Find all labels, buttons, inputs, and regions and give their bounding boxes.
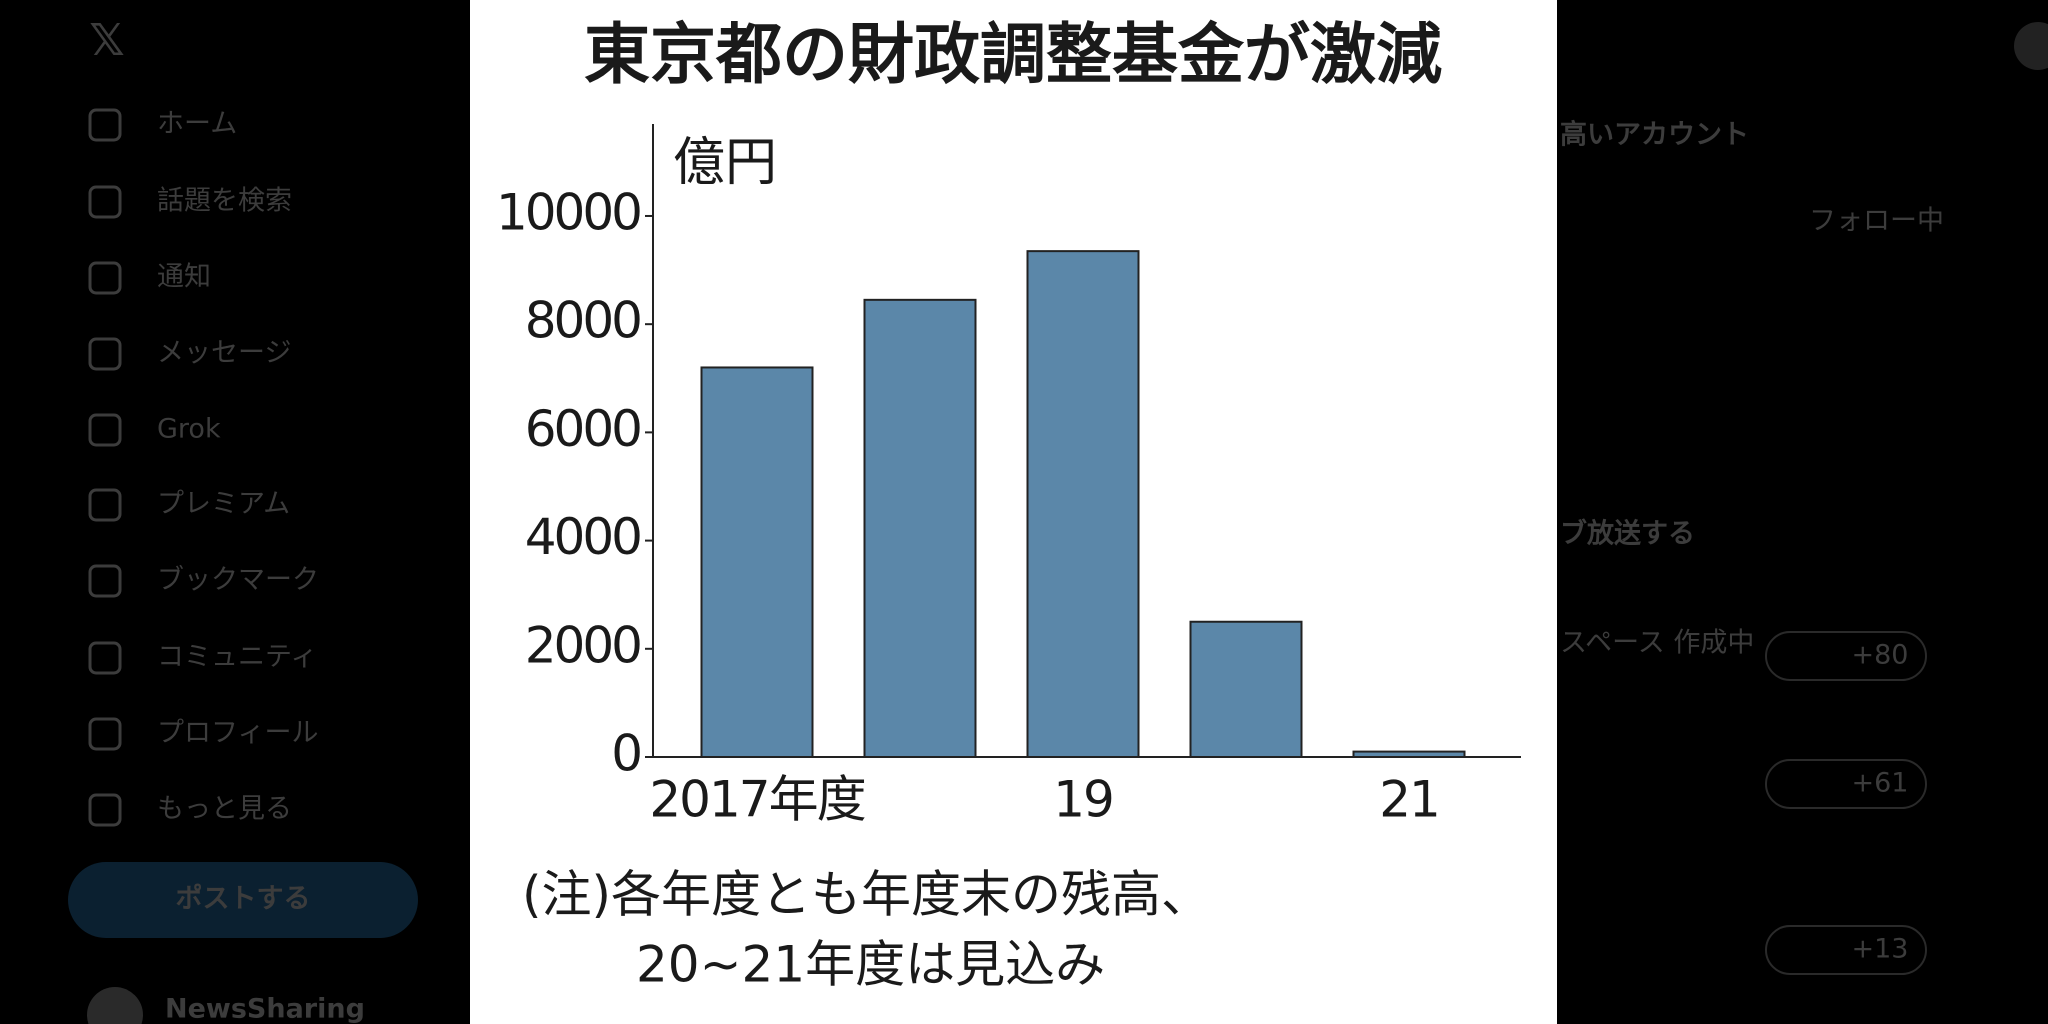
avatar bbox=[87, 987, 143, 1024]
nav-item[interactable]: ホーム bbox=[157, 109, 237, 140]
y-tick-label: 8000 bbox=[525, 292, 640, 350]
nav-icon bbox=[88, 413, 122, 447]
note-line: 20~21年度は見込み bbox=[636, 936, 1105, 994]
nav-item[interactable]: プレミアム bbox=[157, 489, 290, 520]
live-title: ブ放送する bbox=[1560, 518, 1695, 550]
y-tick-label: 0 bbox=[611, 725, 640, 783]
space-pill bbox=[1765, 759, 1927, 809]
section-title: 高いアカウント bbox=[1560, 119, 1749, 151]
account-name[interactable]: NewsSharing bbox=[165, 994, 365, 1024]
nav-item[interactable]: メッセージ bbox=[157, 338, 291, 369]
bar bbox=[863, 298, 977, 758]
listener-counts: +80 +61 +13 bbox=[1765, 631, 1927, 975]
nav-icon bbox=[88, 641, 122, 675]
bar bbox=[1189, 620, 1303, 758]
chart-title: 東京都の財政調整基金が激減 bbox=[584, 16, 1442, 93]
x-tick-label: 2017年度 bbox=[649, 771, 865, 829]
nav-item[interactable]: もっと見る bbox=[157, 794, 292, 825]
nav-item[interactable]: プロフィール bbox=[157, 718, 318, 749]
nav-icon bbox=[88, 261, 122, 295]
nav-icon bbox=[88, 185, 122, 219]
bar bbox=[1352, 750, 1466, 758]
post-button[interactable] bbox=[68, 862, 418, 938]
bar bbox=[1026, 250, 1140, 758]
nav-item[interactable]: 話題を検索 bbox=[157, 186, 292, 217]
nav-item[interactable]: Grok bbox=[157, 414, 221, 445]
space-pill bbox=[1765, 925, 1927, 975]
x-logo: 𝕏 bbox=[89, 15, 124, 66]
x-tick-label: 19 bbox=[1053, 771, 1113, 829]
nav-icon bbox=[88, 793, 122, 827]
y-tick-label: 6000 bbox=[525, 400, 640, 458]
bar bbox=[700, 366, 814, 758]
post-button-label[interactable]: ポストする bbox=[176, 884, 311, 915]
listener-count: +80 bbox=[1852, 640, 1909, 671]
nav-item[interactable]: ブックマーク bbox=[157, 565, 319, 596]
nav-item[interactable]: コミュニティ bbox=[157, 642, 317, 673]
listener-count: +61 bbox=[1852, 768, 1909, 799]
space-pill bbox=[1765, 631, 1927, 681]
x-tick-label: 21 bbox=[1379, 771, 1439, 829]
y-tick-label: 2000 bbox=[525, 616, 640, 674]
note-line: (注)各年度とも年度末の残高、 bbox=[522, 866, 1211, 924]
follow-button[interactable]: フォロー中 bbox=[1809, 206, 1944, 237]
nav-item[interactable]: 通知 bbox=[157, 262, 211, 293]
listener-count: +13 bbox=[1852, 934, 1909, 965]
space-status: スペース 作成中 bbox=[1560, 628, 1754, 659]
nav-icon bbox=[88, 108, 122, 142]
nav-icon bbox=[88, 488, 122, 522]
nav-icon bbox=[88, 337, 122, 371]
y-tick-label: 10000 bbox=[496, 183, 640, 241]
chart-panel bbox=[470, 0, 1557, 1024]
nav-icon bbox=[88, 564, 122, 598]
close-button[interactable] bbox=[2014, 22, 2048, 70]
chart: 東京都の財政調整基金が激減 億円 (注)各年度とも年度末の残高、 20~21年度… bbox=[470, 0, 1557, 1024]
nav-icon bbox=[88, 717, 122, 751]
y-tick-label: 4000 bbox=[525, 508, 640, 566]
y-unit: 億円 bbox=[673, 133, 777, 193]
